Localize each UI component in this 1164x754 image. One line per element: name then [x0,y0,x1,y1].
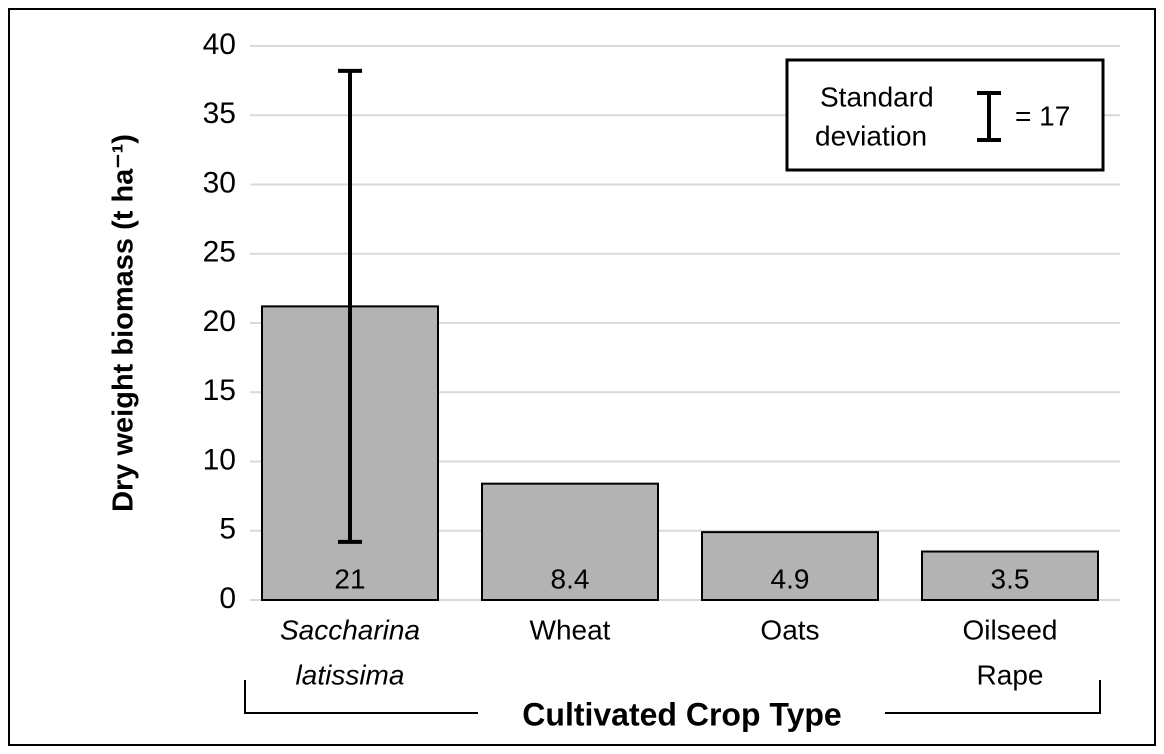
frame [8,8,1156,746]
legend-value: = 17 [1015,100,1070,131]
error-bar [338,68,362,544]
value-label: 8.4 [551,563,590,594]
y-tick-label: 5 [219,513,236,546]
y-tick-label: 10 [203,443,236,476]
bar [481,482,659,601]
legend-error-symbol [977,91,1001,142]
y-tick-label: 25 [203,236,236,269]
x-axis-label: Cultivated Crop Type [522,696,841,732]
bar [921,550,1099,602]
y-tick-label: 20 [203,305,236,338]
x-tick-label: Rape [977,659,1044,690]
x-bracket [244,680,1101,714]
legend-label: Standard [820,81,934,112]
y-tick-label: 15 [203,374,236,407]
x-tick-label: Wheat [530,614,611,645]
legend-label: deviation [815,120,927,151]
y-tick-label: 0 [219,582,236,615]
y-tick-label: 40 [203,28,236,61]
x-tick-label: latissima [296,659,405,690]
value-label: 3.5 [991,563,1030,594]
x-tick-label: Saccharina [280,614,420,645]
value-label: 4.9 [771,563,810,594]
bar [701,531,879,602]
x-tick-label: Oats [760,614,819,645]
y-tick-label: 35 [203,97,236,130]
value-label: 21 [334,563,365,594]
legend-box [785,58,1105,172]
x-tick-label: Oilseed [963,614,1058,645]
y-tick-label: 30 [203,166,236,199]
y-axis-label: Dry weight biomass (t ha⁻¹) [108,134,140,512]
